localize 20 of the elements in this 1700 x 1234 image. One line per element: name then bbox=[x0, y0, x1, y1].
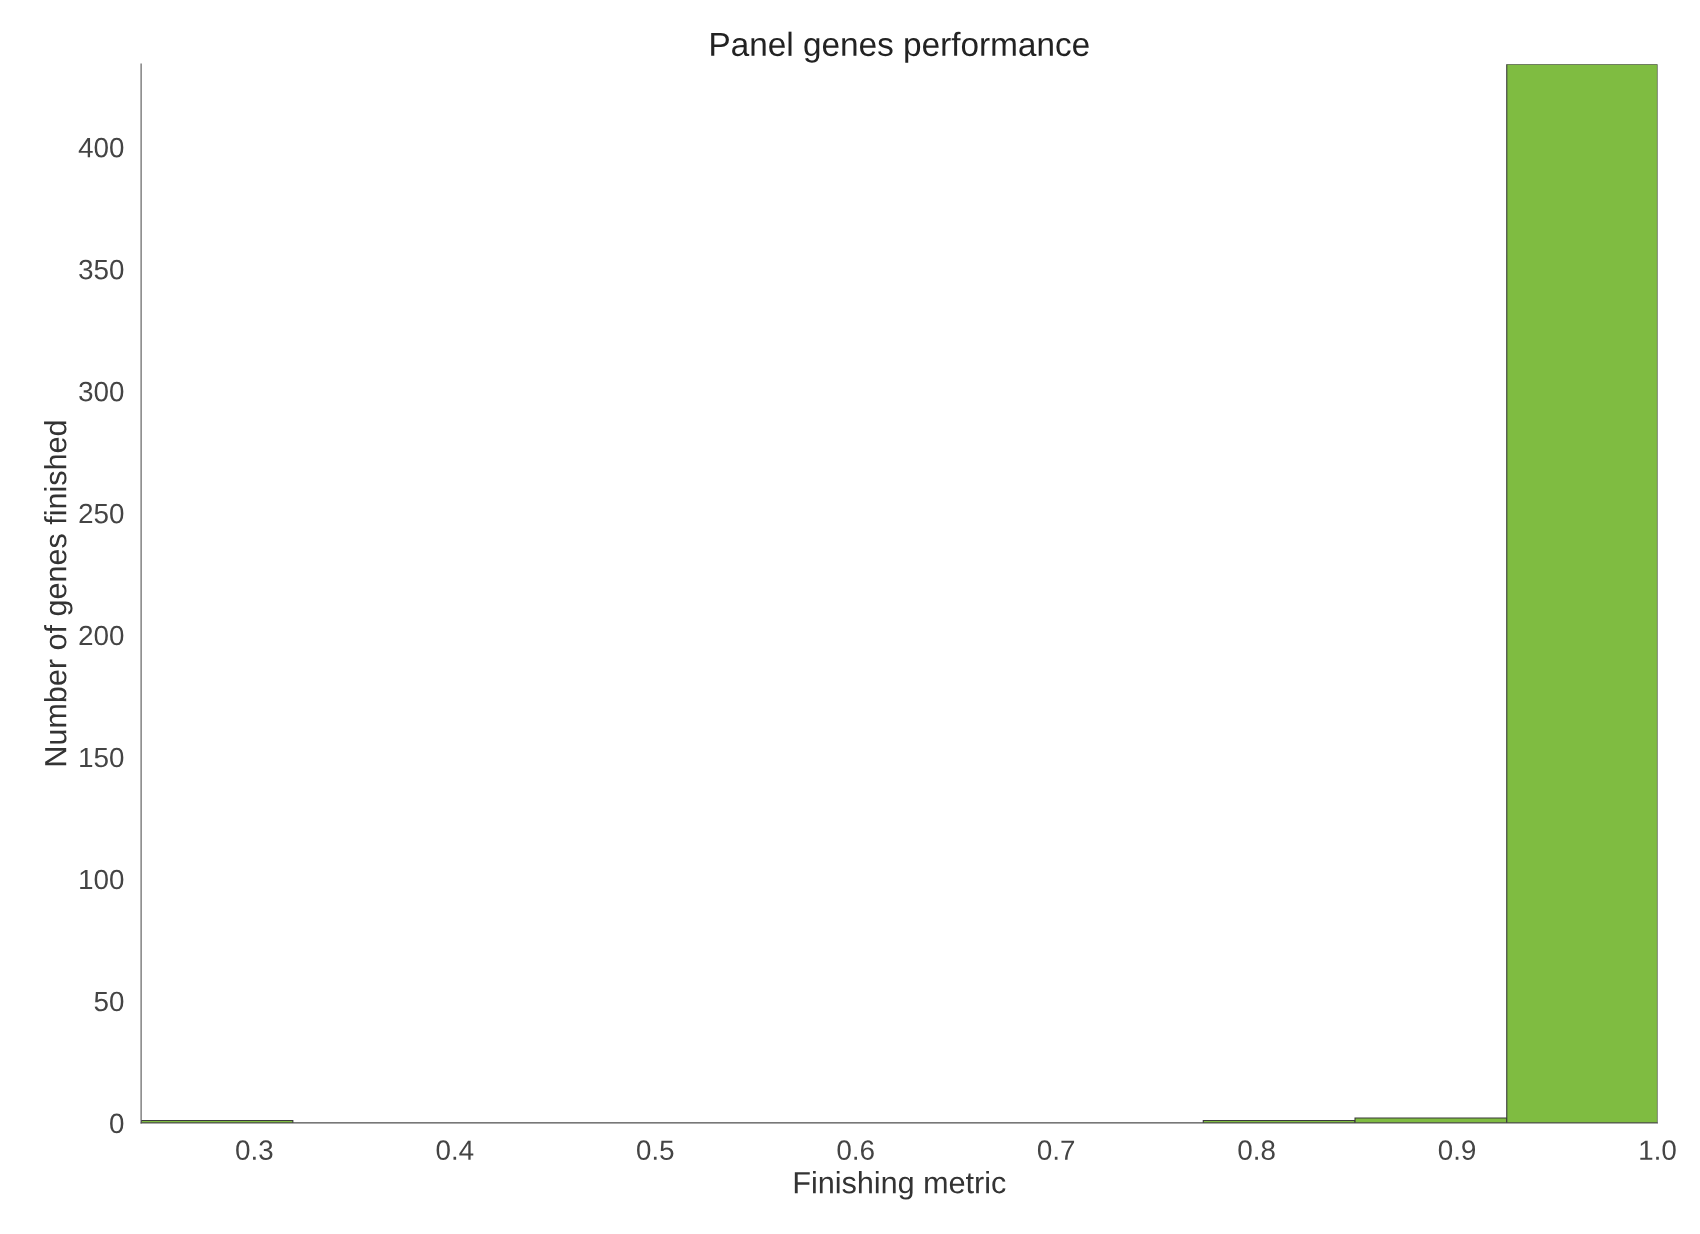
x-tick-label: 0.8 bbox=[1238, 1140, 1275, 1161]
x-tick-label: 0.3 bbox=[236, 1140, 273, 1161]
x-tick-label: 0.9 bbox=[1438, 1140, 1476, 1161]
y-tick-label: 400 bbox=[78, 137, 124, 158]
y-tick-label: 50 bbox=[94, 991, 124, 1012]
y-tick-label: 100 bbox=[80, 869, 124, 890]
x-tick-label: 0.6 bbox=[837, 1140, 874, 1161]
x-tick-label: 0.5 bbox=[637, 1140, 674, 1161]
x-tick-label: 1.0 bbox=[1640, 1140, 1676, 1161]
y-tick-label: 250 bbox=[79, 503, 124, 524]
y-tick-label: 0 bbox=[110, 1113, 124, 1134]
y-tick-label: 150 bbox=[80, 747, 124, 768]
y-axis-title: Number of genes finished bbox=[44, 421, 73, 766]
x-tick-label: 0.4 bbox=[436, 1140, 474, 1161]
x-tick-label: 0.7 bbox=[1037, 1140, 1075, 1161]
x-axis-title: Finishing metric bbox=[794, 1171, 1006, 1200]
y-tick-label: 350 bbox=[79, 259, 124, 280]
y-tick-label: 300 bbox=[79, 381, 124, 402]
chart-title: Panel genes performance bbox=[711, 31, 1089, 63]
y-tick-label: 200 bbox=[79, 625, 124, 646]
